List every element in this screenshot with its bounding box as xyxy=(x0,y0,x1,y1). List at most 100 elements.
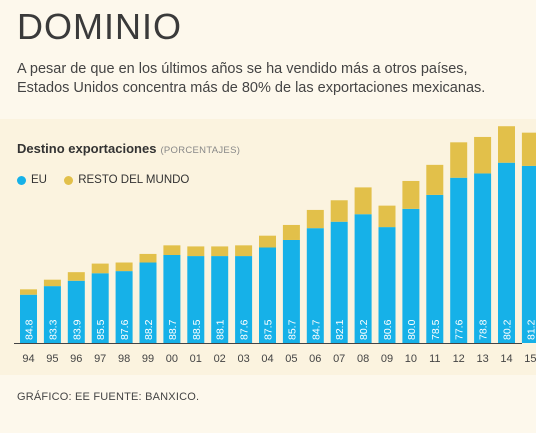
data-label-98: 87.6 xyxy=(119,319,131,340)
bar-eu-15 xyxy=(521,165,536,343)
data-label-02: 88.1 xyxy=(215,319,227,340)
data-label-97: 85.5 xyxy=(95,319,107,340)
x-tick-label-09: 09 xyxy=(381,353,393,365)
legend-item-eu: EU xyxy=(17,174,47,186)
x-tick-label-94: 94 xyxy=(22,353,34,365)
x-tick-label-14: 14 xyxy=(500,353,512,365)
data-label-07: 82.1 xyxy=(334,319,346,340)
bar-eu-03 xyxy=(235,256,253,343)
bar-eu-94 xyxy=(20,294,37,343)
data-label-96: 83.9 xyxy=(71,319,83,340)
data-label-08: 80.2 xyxy=(358,319,370,340)
bar-resto-99 xyxy=(139,253,157,263)
bar-resto-11 xyxy=(426,164,444,195)
data-label-94: 84.8 xyxy=(24,319,36,340)
bar-eu-05 xyxy=(282,239,300,343)
bar-eu-12 xyxy=(450,177,468,343)
bar-eu-00 xyxy=(163,255,181,343)
bar-resto-96 xyxy=(67,272,85,281)
x-tick-label-11: 11 xyxy=(429,353,440,365)
data-label-01: 88.5 xyxy=(191,319,203,340)
bar-resto-13 xyxy=(474,136,492,174)
bar-resto-10 xyxy=(402,180,420,209)
data-label-13: 78.8 xyxy=(478,319,490,340)
chart-title: Destino exportaciones (PORCENTAJES) xyxy=(17,141,240,156)
bar-eu-14 xyxy=(498,162,515,343)
data-label-95: 83.3 xyxy=(47,319,59,340)
bar-eu-97 xyxy=(91,273,109,343)
page-subtitle: A pesar de que en los últimos años se ha… xyxy=(17,61,486,96)
data-label-11: 78.5 xyxy=(430,319,442,340)
data-label-06: 84.7 xyxy=(310,319,322,340)
x-tick-label-07: 07 xyxy=(333,353,345,365)
bar-resto-07 xyxy=(330,200,348,222)
data-label-00: 88.7 xyxy=(167,319,179,340)
bar-resto-04 xyxy=(259,235,276,248)
x-tick-label-98: 98 xyxy=(118,353,130,365)
bar-eu-11 xyxy=(426,194,444,343)
bar-eu-95 xyxy=(43,286,61,343)
bar-resto-02 xyxy=(211,246,229,257)
x-tick-label-03: 03 xyxy=(237,353,249,365)
bar-resto-97 xyxy=(91,263,109,274)
x-tick-label-12: 12 xyxy=(453,353,465,365)
bar-resto-06 xyxy=(306,209,324,229)
data-label-09: 80.6 xyxy=(382,319,394,340)
bar-eu-99 xyxy=(139,262,157,343)
data-label-14: 80.2 xyxy=(502,319,514,340)
x-tick-label-02: 02 xyxy=(214,353,226,365)
legend-dot-resto xyxy=(64,175,74,185)
chart-legend: EU RESTO DEL MUNDO xyxy=(17,174,203,188)
bar-eu-04 xyxy=(259,247,276,343)
bar-eu-10 xyxy=(402,208,420,343)
bar-eu-06 xyxy=(306,228,324,343)
x-tick-label-08: 08 xyxy=(357,353,369,365)
bar-resto-12 xyxy=(450,142,468,178)
data-label-05: 85.7 xyxy=(286,319,298,340)
bar-resto-94 xyxy=(20,289,37,295)
data-label-15: 81.2 xyxy=(525,319,536,340)
data-label-10: 80.0 xyxy=(406,319,418,340)
data-label-99: 88.2 xyxy=(143,319,155,340)
bar-resto-05 xyxy=(282,224,300,240)
data-label-12: 77.6 xyxy=(454,319,466,340)
x-tick-label-97: 97 xyxy=(94,353,106,365)
legend-label-resto: RESTO DEL MUNDO xyxy=(78,174,190,186)
x-tick-label-01: 01 xyxy=(190,353,202,365)
x-tick-label-10: 10 xyxy=(405,353,417,365)
x-tick-label-06: 06 xyxy=(309,353,321,365)
legend-item-resto: RESTO DEL MUNDO xyxy=(64,174,189,186)
x-tick-label-04: 04 xyxy=(261,353,273,365)
bar-eu-96 xyxy=(67,280,85,343)
footer-credit: GRÁFICO: EE FUENTE: BANXICO. xyxy=(17,391,200,403)
bar-resto-95 xyxy=(43,279,61,287)
legend-label-eu: EU xyxy=(31,174,47,186)
x-tick-label-05: 05 xyxy=(285,353,297,365)
bar-eu-01 xyxy=(187,256,205,343)
data-label-03: 87.6 xyxy=(239,319,251,340)
x-tick-label-96: 96 xyxy=(70,353,82,365)
bar-eu-08 xyxy=(354,214,372,343)
bar-eu-13 xyxy=(474,173,492,343)
x-tick-label-99: 99 xyxy=(142,353,154,365)
chart-unit-label: (PORCENTAJES) xyxy=(160,145,241,156)
bar-resto-08 xyxy=(354,187,372,215)
data-label-04: 87.5 xyxy=(263,319,275,340)
bar-eu-02 xyxy=(211,256,229,343)
x-tick-label-95: 95 xyxy=(46,353,58,365)
x-tick-label-00: 00 xyxy=(166,353,178,365)
x-tick-label-13: 13 xyxy=(476,353,488,365)
bar-resto-01 xyxy=(187,246,205,257)
bar-resto-03 xyxy=(235,245,253,257)
legend-dot-eu xyxy=(17,175,26,185)
bar-resto-14 xyxy=(498,126,515,163)
bar-eu-07 xyxy=(330,221,348,343)
page-title: DOMINIO xyxy=(17,6,182,47)
x-tick-label-15: 15 xyxy=(524,353,536,365)
bar-resto-00 xyxy=(163,245,181,255)
bar-resto-15 xyxy=(521,132,536,166)
bar-resto-09 xyxy=(378,205,396,228)
bar-eu-09 xyxy=(378,227,396,343)
chart-title-text: Destino exportaciones xyxy=(17,141,157,156)
